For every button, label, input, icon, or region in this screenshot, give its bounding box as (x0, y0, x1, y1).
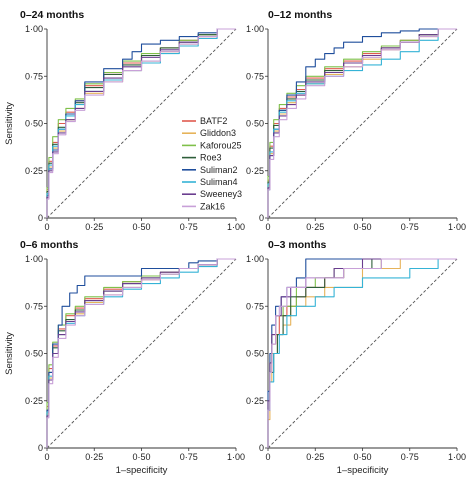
x-tick-label: 0·50 (132, 452, 150, 462)
x-axis-label: 1–specificity (116, 465, 168, 476)
x-tick-label: 0 (265, 222, 270, 232)
y-axis-label: Sensitivity (4, 332, 15, 375)
y-tick-label: 0·75 (25, 301, 43, 311)
y-tick-label: 0·75 (246, 301, 264, 311)
x-tick-label: 0·75 (180, 452, 198, 462)
legend-label-batf2: BATF2 (200, 116, 227, 126)
legend-label-roe3: Roe3 (200, 153, 222, 163)
y-tick-label: 0·25 (246, 396, 264, 406)
y-tick-label: 1·00 (246, 254, 264, 264)
reference-diagonal (46, 28, 237, 219)
roc-curve-zak16 (46, 28, 236, 218)
y-axis-label: Sensitivity (4, 102, 15, 145)
x-tick-label: 1·00 (227, 452, 245, 462)
y-tick-label: 1·00 (246, 24, 264, 34)
legend-label-kaforou25: Kaforou25 (200, 140, 242, 150)
roc-panel-0: 0–24 months 00 0·25 0·25 0·50 0·50 0·75 0·75 1·0… (4, 9, 245, 232)
y-tick-label: 0·50 (246, 119, 264, 129)
x-tick-label: 0·50 (353, 222, 371, 232)
panel-title: 0–12 months (268, 9, 332, 21)
x-tick-label: 0·50 (132, 222, 150, 232)
roc-panel-1: 0–12 months 00 0·25 0·25 0·50 0·50 0·75 0·75 1·0… (246, 9, 466, 232)
panel-title: 0–6 months (20, 239, 79, 251)
x-tick-label: 0·25 (306, 452, 324, 462)
roc-panel-3: 0–3 months 00 0·25 0·25 0·50 0·50 0·75 0·75 1·00… (246, 239, 466, 476)
legend-label-suliman4: Suliman4 (200, 177, 238, 187)
y-tick-label: 0·25 (25, 166, 43, 176)
x-tick-label: 0·25 (306, 222, 324, 232)
legend-label-zak16: Zak16 (200, 201, 225, 211)
panel-title: 0–3 months (268, 239, 327, 251)
panel-title: 0–24 months (20, 9, 84, 21)
x-tick-label: 1·00 (448, 222, 466, 232)
x-tick-label: 0·25 (85, 452, 103, 462)
y-tick-label: 0·50 (25, 349, 43, 359)
y-tick-label: 0·75 (25, 71, 43, 81)
x-axis-label: 1–specificity (337, 465, 389, 476)
x-tick-label: 0 (44, 222, 49, 232)
y-tick-label: 0·50 (25, 119, 43, 129)
y-tick-label: 0·25 (246, 166, 264, 176)
y-tick-label: 1·00 (25, 254, 43, 264)
reference-diagonal (267, 28, 458, 219)
legend-label-gliddon3: Gliddon3 (200, 128, 236, 138)
y-tick-label: 0 (38, 443, 43, 453)
y-tick-label: 0·75 (246, 71, 264, 81)
y-tick-label: 0·50 (246, 349, 264, 359)
x-tick-label: 1·00 (448, 452, 466, 462)
roc-curve-zak16 (267, 258, 457, 448)
reference-diagonal (267, 258, 458, 449)
roc-curve-zak16 (267, 28, 457, 218)
x-tick-label: 0·25 (85, 222, 103, 232)
y-tick-label: 0 (38, 213, 43, 223)
reference-diagonal (46, 258, 237, 449)
x-tick-label: 0·75 (401, 222, 419, 232)
y-tick-label: 0·25 (25, 396, 43, 406)
x-tick-label: 0·50 (353, 452, 371, 462)
y-tick-label: 0 (259, 213, 264, 223)
x-tick-label: 1·00 (227, 222, 245, 232)
x-tick-label: 0·75 (180, 222, 198, 232)
y-tick-label: 0 (259, 443, 264, 453)
x-tick-label: 0·75 (401, 452, 419, 462)
legend-label-suliman2: Suliman2 (200, 165, 238, 175)
roc-panel-2: 0–6 months 00 0·25 0·25 0·50 0·50 0·75 0·75 1·00… (4, 239, 245, 476)
roc-curve-zak16 (46, 258, 236, 448)
y-tick-label: 1·00 (25, 24, 43, 34)
roc-curve-suliman4 (267, 258, 457, 448)
legend-label-sweeney3: Sweeney3 (200, 189, 242, 199)
x-tick-label: 0 (44, 452, 49, 462)
x-tick-label: 0 (265, 452, 270, 462)
